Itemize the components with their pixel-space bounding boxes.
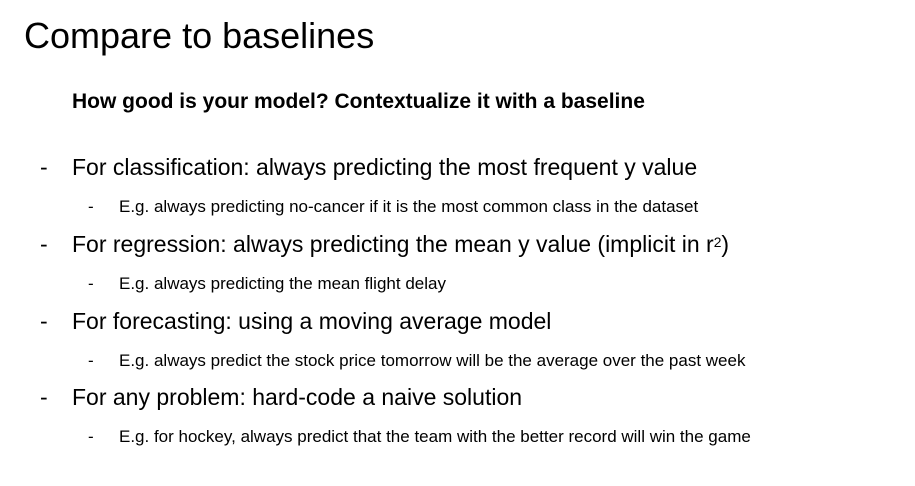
bullet-text: For classification: always predicting th… xyxy=(72,154,698,180)
bullet-text-end: ) xyxy=(721,231,730,257)
bullet-text: For forecasting: using a moving average … xyxy=(72,308,552,334)
bullet-dash: - xyxy=(40,308,48,334)
sub-bullet-text: E.g. for hockey, always predict that the… xyxy=(119,427,751,446)
superscript: 2 xyxy=(713,235,722,251)
bullet-text-main: For regression: always predicting the me… xyxy=(72,231,714,257)
sub-bullet-text: E.g. always predicting the mean flight d… xyxy=(119,274,446,293)
bullet-dash: - xyxy=(40,384,48,410)
sub-bullet-text: E.g. always predicting no-cancer if it i… xyxy=(119,197,699,216)
bullet-dash: - xyxy=(40,231,48,257)
bullet-text: For regression: always predicting the me… xyxy=(72,230,729,258)
slide-subtitle: How good is your model? Contextualize it… xyxy=(72,90,645,113)
bullet-dash: - xyxy=(40,154,48,180)
sub-bullet-dash: - xyxy=(88,274,94,293)
sub-bullet-dash: - xyxy=(88,197,94,216)
sub-bullet-text: E.g. always predict the stock price tomo… xyxy=(119,351,746,370)
bullet-text: For any problem: hard-code a naive solut… xyxy=(72,384,523,410)
slide-title: Compare to baselines xyxy=(24,15,375,56)
sub-bullet-dash: - xyxy=(88,351,94,370)
sub-bullet-dash: - xyxy=(88,427,94,446)
